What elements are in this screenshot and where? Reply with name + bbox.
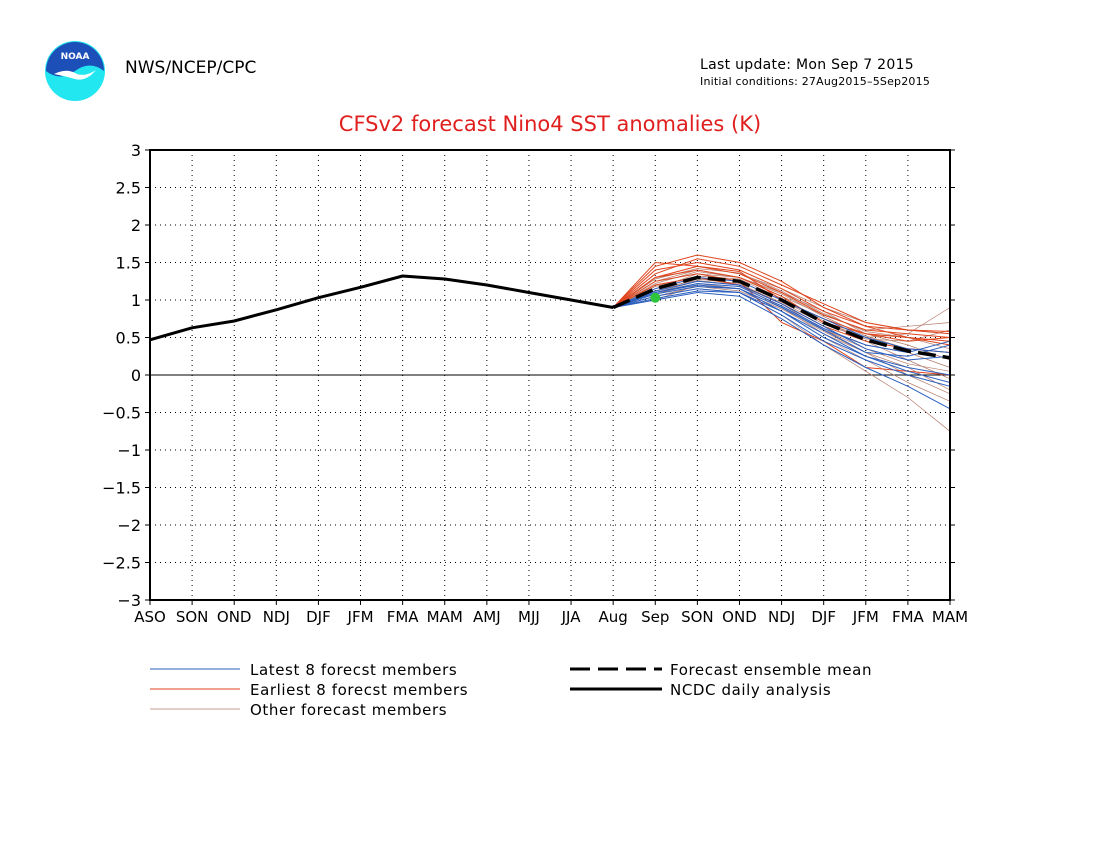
legend-label-other: Other forecast members — [250, 701, 447, 719]
x-tick-label: DJF — [811, 608, 836, 626]
x-tick-label: FMA — [387, 608, 420, 626]
y-tick-label: 0.5 — [116, 329, 141, 348]
x-tick-label: JJA — [561, 608, 582, 626]
latest-member-line — [613, 282, 951, 354]
x-tick-label: MAM — [427, 608, 463, 626]
latest-member-line — [613, 291, 951, 410]
x-tick-label: JFM — [347, 608, 374, 626]
x-tick-label: DJF — [306, 608, 331, 626]
ncdc-analysis-line — [149, 274, 614, 342]
noaa-logo: NOAA — [45, 41, 105, 101]
legend-label-mean: Forecast ensemble mean — [670, 661, 872, 679]
x-tick-label: SON — [176, 608, 209, 626]
x-axis-ticks: ASO SON OND NDJ DJF JFM FMA MAM AMJ MJJ JJA Aug Sep S… — [134, 600, 968, 626]
last-update: Last update: Mon Sep 7 2015 — [700, 57, 914, 73]
noaa-logo-top — [46, 42, 104, 77]
earliest-member-line — [612, 254, 951, 346]
x-tick-label: OND — [722, 608, 757, 626]
latest-member-line — [613, 288, 951, 387]
earliest-member-line — [612, 258, 951, 335]
ensemble-mean — [612, 275, 951, 360]
legend: Latest 8 forecst members Earliest 8 fore… — [150, 661, 872, 719]
legend-label-analysis: NCDC daily analysis — [670, 681, 831, 699]
y-axis-ticks: 3 2.5 2 1.5 1 0.5 0 −0.5 −1 −1.5 −2 −2.5 −3 — [102, 141, 955, 610]
earliest-member-line — [612, 261, 951, 332]
latest-member-line — [613, 285, 951, 357]
earliest-member-line — [612, 269, 951, 342]
y-tick-label: 0 — [131, 366, 141, 385]
latest-member-line — [613, 280, 951, 361]
chart-title-text: CFSv2 forecast Nino4 SST anomalies (K) — [338, 112, 762, 136]
x-tick-label: FMA — [892, 608, 925, 626]
x-tick-label: MJJ — [518, 608, 540, 626]
y-tick-label: 2.5 — [116, 179, 141, 198]
y-tick-label: 1.5 — [116, 254, 141, 273]
latest-members — [612, 276, 951, 410]
x-tick-label: ASO — [134, 608, 166, 626]
y-tick-label: −2.5 — [102, 554, 141, 573]
chart-title: CFSv2 forecast Nino4 SST anomalies (K) — [0, 112, 1100, 136]
agency-label: NWS/NCEP/CPC — [125, 58, 257, 78]
observed-point-dot — [650, 292, 661, 303]
x-tick-label: OND — [217, 608, 252, 626]
legend-label-earliest: Earliest 8 forecst members — [250, 681, 468, 699]
other-member-line — [613, 286, 951, 395]
observed-point — [650, 292, 661, 303]
y-tick-label: 3 — [131, 141, 141, 160]
x-tick-label: AMJ — [473, 608, 501, 626]
y-tick-label: −2 — [117, 516, 141, 535]
y-tick-label: 1 — [131, 291, 141, 310]
x-tick-label: MAM — [932, 608, 968, 626]
x-tick-label: NDJ — [768, 608, 795, 626]
legend-label-latest: Latest 8 forecst members — [250, 661, 457, 679]
x-tick-label: JFM — [852, 608, 879, 626]
y-tick-label: −3 — [117, 591, 141, 610]
x-tick-label: Aug — [599, 608, 628, 626]
plot-frame — [149, 149, 951, 601]
y-tick-label: −0.5 — [102, 404, 141, 423]
earliest-member-line — [612, 261, 951, 338]
ncdc-analysis — [149, 274, 614, 342]
y-tick-label: −1.5 — [102, 479, 141, 498]
x-tick-label: Sep — [641, 608, 669, 626]
y-tick-label: 2 — [131, 216, 141, 235]
initial-conditions: Initial conditions: 27Aug2015–5Sep2015 — [700, 75, 931, 88]
x-tick-label: NDJ — [263, 608, 290, 626]
noaa-logo-gull-icon — [54, 70, 96, 80]
noaa-logo-text: NOAA — [61, 52, 90, 62]
latest-member-line — [613, 290, 951, 383]
x-tick-label: SON — [681, 608, 714, 626]
ensemble-mean-line — [612, 275, 951, 360]
y-tick-label: −1 — [117, 441, 141, 460]
